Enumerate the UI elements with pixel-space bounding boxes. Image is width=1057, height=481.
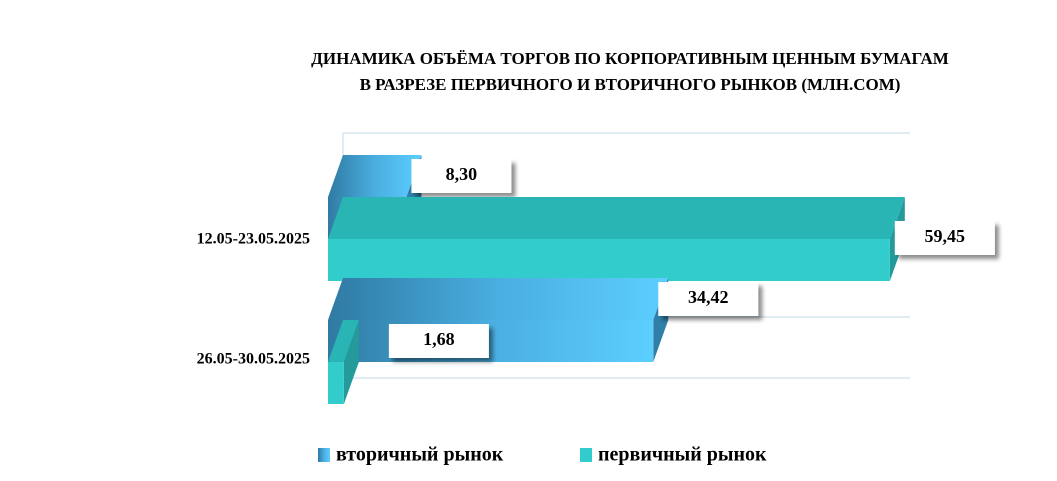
y-tick-label: 12.05-23.05.2025	[197, 231, 310, 248]
label-box	[894, 221, 995, 255]
value-label: 34,42	[688, 287, 729, 307]
legend-swatch	[580, 448, 592, 462]
bar-top	[328, 155, 422, 197]
bar-top	[328, 197, 905, 239]
bar	[328, 320, 359, 404]
value-label: 59,45	[925, 226, 966, 246]
legend-swatch	[318, 448, 330, 462]
bar-front	[328, 239, 890, 281]
value-label: 8,30	[446, 164, 478, 184]
chart-title: В РАЗРЕЗЕ ПЕРВИЧНОГО И ВТОРИЧНОГО РЫНКОВ…	[360, 75, 901, 94]
bar-side	[343, 320, 359, 404]
y-tick-label: 26.05-30.05.2025	[197, 351, 310, 368]
legend-label: первичный рынок	[598, 444, 767, 466]
value-label: 1,68	[423, 329, 455, 349]
chart-title: ДИНАМИКА ОБЪЁМА ТОРГОВ ПО КОРПОРАТИВНЫМ …	[311, 49, 949, 68]
label-box	[411, 159, 512, 193]
legend-label: вторичный рынок	[336, 444, 504, 466]
label-box	[658, 282, 759, 316]
bar-front	[328, 362, 344, 404]
bar	[328, 278, 669, 362]
bar	[328, 197, 905, 281]
bar-top	[328, 278, 669, 320]
bar-top	[328, 320, 359, 362]
label-box	[388, 324, 489, 358]
bar-front	[328, 320, 654, 362]
